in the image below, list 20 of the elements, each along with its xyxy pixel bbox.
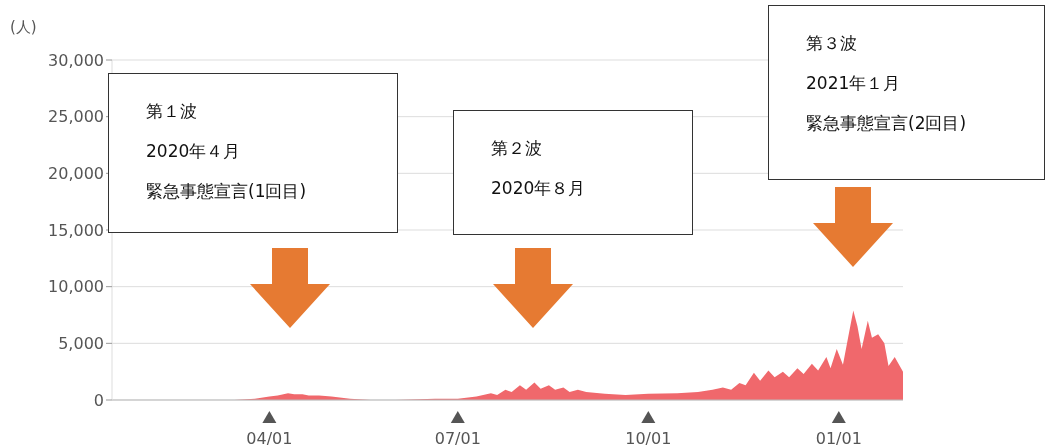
text: 第３波 — [806, 32, 858, 55]
y-axis-title: (人) — [10, 18, 37, 37]
x-tick-label: 04/01 — [246, 429, 293, 446]
annotation: 2020年８月 — [491, 177, 586, 200]
x-tick-label: 10/01 — [625, 429, 672, 446]
y-tick-label: 15,000 — [48, 220, 104, 240]
annotation: 2020年４月 — [146, 140, 242, 163]
annotation: 第１波 — [146, 100, 198, 123]
y-tick-label: 25,000 — [48, 107, 104, 127]
x-tick-label: 01/01 — [815, 429, 862, 446]
y-tick-label: 5,000 — [58, 334, 104, 354]
y-tick-label: 30,000 — [48, 50, 104, 70]
annotation: 緊急事態宣言(1回目) — [146, 180, 307, 203]
annotation: 2021年１月 — [806, 72, 902, 95]
y-tick-label: 0 — [93, 390, 104, 410]
y-tick-label: 20,000 — [48, 164, 104, 184]
annotation: 緊急事態宣言(2回目) — [806, 112, 967, 135]
annotation: 第２波 — [491, 137, 543, 160]
y-tick-label: 10,000 — [48, 277, 104, 297]
x-tick-label: 07/01 — [434, 429, 481, 446]
